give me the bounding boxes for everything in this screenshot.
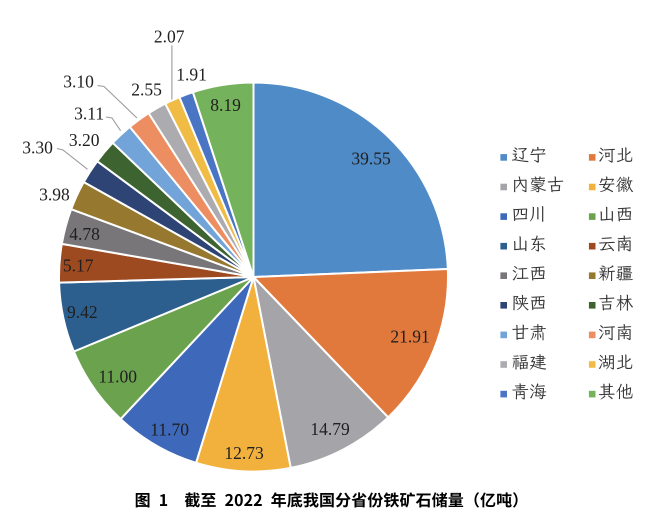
svg-text:1.91: 1.91 <box>176 64 207 84</box>
svg-text:2.55: 2.55 <box>131 79 162 99</box>
svg-text:11.70: 11.70 <box>150 420 189 440</box>
svg-text:4.78: 4.78 <box>69 224 100 244</box>
svg-text:5.17: 5.17 <box>63 255 94 275</box>
svg-text:3.11: 3.11 <box>74 104 104 124</box>
svg-text:14.79: 14.79 <box>310 419 350 439</box>
svg-text:3.10: 3.10 <box>63 71 94 91</box>
svg-text:39.55: 39.55 <box>351 148 391 168</box>
svg-text:8.19: 8.19 <box>210 95 241 115</box>
svg-text:3.20: 3.20 <box>69 130 100 150</box>
svg-text:11.00: 11.00 <box>98 367 137 387</box>
svg-text:3.30: 3.30 <box>22 137 53 157</box>
svg-text:2.07: 2.07 <box>154 27 185 47</box>
svg-text:12.73: 12.73 <box>224 443 264 463</box>
svg-text:9.42: 9.42 <box>67 302 98 322</box>
svg-text:21.91: 21.91 <box>390 327 429 347</box>
svg-text:3.98: 3.98 <box>39 185 70 205</box>
